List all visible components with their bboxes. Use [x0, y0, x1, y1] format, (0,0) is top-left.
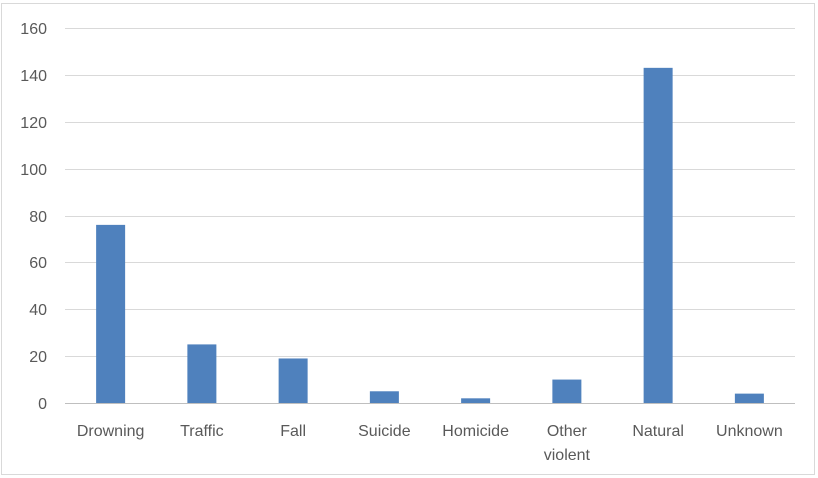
bar-other-violent: [552, 379, 582, 403]
x-tick-label: Traffic: [180, 423, 224, 440]
x-tick-label: Fall: [280, 423, 306, 440]
x-tick-label: Natural: [632, 423, 684, 440]
y-tick-label: 80: [29, 209, 47, 226]
bar-homicide: [461, 398, 491, 403]
bar-fall: [278, 358, 308, 403]
bar-unknown: [734, 393, 764, 403]
x-tick-label: Unknown: [716, 423, 783, 440]
y-tick-label: 140: [20, 68, 47, 85]
x-axis-ticks: Drowning Traffic Fall Suicide Homicide Other v…: [77, 423, 783, 464]
bar-traffic: [187, 344, 217, 403]
y-tick-label: 20: [29, 349, 47, 366]
y-tick-label: 100: [20, 162, 47, 179]
bars: [96, 67, 764, 403]
y-tick-label: 0: [38, 396, 47, 413]
y-tick-label: 40: [29, 302, 47, 319]
y-axis-ticks: 0 20 40 60 80 100 120 140 160: [20, 21, 47, 413]
bar-natural: [643, 67, 673, 403]
bar-suicide: [369, 391, 399, 403]
x-tick-label: Drowning: [77, 423, 145, 440]
x-tick-label: Other violent: [544, 423, 591, 464]
x-tick-label: Homicide: [442, 423, 509, 440]
chart-frame: [1, 3, 815, 475]
gridlines: [65, 28, 795, 404]
y-tick-label: 60: [29, 255, 47, 272]
y-tick-label: 120: [20, 115, 47, 132]
bar-drowning: [96, 224, 126, 403]
y-tick-label: 160: [20, 21, 47, 38]
x-tick-label: Suicide: [358, 423, 411, 440]
